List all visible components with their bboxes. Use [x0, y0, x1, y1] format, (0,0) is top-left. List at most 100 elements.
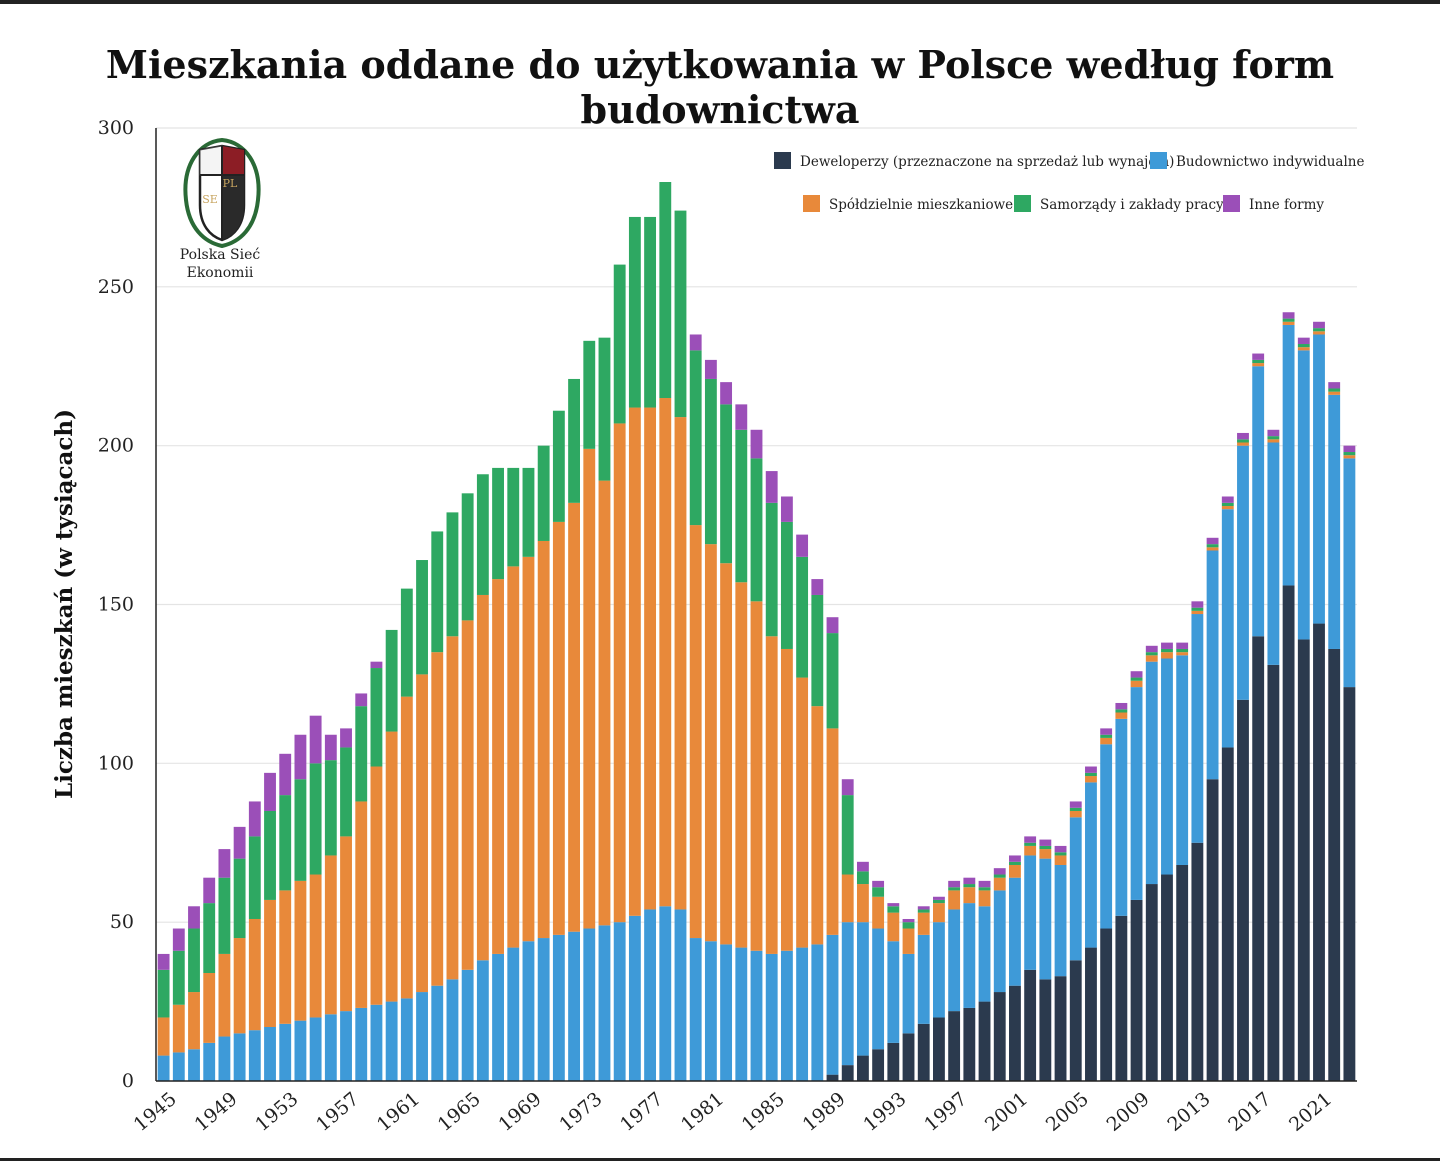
y-tick-labels: 0 50 100 150 200 250 300 — [98, 117, 134, 1092]
bar-1994-series-2 — [902, 928, 915, 954]
bar-1995-series-0 — [917, 1023, 930, 1081]
bar-1960-series-2 — [385, 731, 398, 1002]
bar-1951-series-2 — [248, 918, 261, 1031]
bar-1957-series-1 — [340, 1011, 352, 1081]
x-tick-label: 1985 — [738, 1088, 789, 1136]
bar-stack-1964 — [446, 512, 459, 1081]
bottom-border — [0, 1158, 1440, 1161]
x-tick-label: 2017 — [1224, 1088, 1275, 1136]
bar-1988-series-2 — [811, 706, 824, 945]
bar-2002-series-0 — [1024, 969, 1037, 1081]
bar-2016-series-3 — [1237, 439, 1249, 443]
bar-1995-series-1 — [917, 934, 930, 1024]
bar-1973-series-2 — [583, 448, 596, 929]
bar-stack-2013 — [1191, 601, 1204, 1081]
bar-1961-series-2 — [400, 696, 413, 999]
bar-2007-series-1 — [1100, 744, 1113, 929]
x-tick-label: 1969 — [494, 1088, 545, 1136]
x-tick-label: 1965 — [434, 1088, 485, 1136]
x-tick-label: 1957 — [312, 1088, 363, 1136]
bar-2001-series-2 — [1009, 864, 1021, 878]
bar-1997-series-1 — [948, 909, 961, 1012]
bar-stack-1966 — [476, 474, 489, 1081]
bar-1961-series-3 — [400, 588, 413, 697]
bar-stack-2008 — [1115, 702, 1128, 1081]
bar-2003-series-3 — [1039, 845, 1052, 850]
y-tick-label: 250 — [98, 276, 134, 298]
bar-1956-series-4 — [324, 734, 337, 761]
bar-2003-series-1 — [1039, 858, 1052, 980]
bar-1959-series-4 — [370, 661, 383, 669]
bar-1967-series-2 — [492, 579, 504, 954]
bar-stack-2020 — [1297, 337, 1310, 1081]
bar-1958-series-1 — [355, 1007, 368, 1081]
bar-1989-series-4 — [826, 617, 839, 634]
bar-2002-series-2 — [1024, 845, 1037, 856]
bar-1950-series-4 — [233, 826, 246, 859]
bar-1953-series-1 — [279, 1023, 292, 1081]
bar-1997-series-2 — [948, 890, 961, 910]
bar-2007-series-3 — [1100, 734, 1113, 738]
bar-stack-1947 — [188, 906, 200, 1081]
bar-1949-series-4 — [218, 849, 231, 878]
bar-2011-series-0 — [1161, 874, 1173, 1081]
bar-2009-series-2 — [1130, 680, 1143, 688]
bar-1997-series-0 — [948, 1011, 961, 1081]
bar-1963-series-1 — [431, 985, 444, 1081]
bar-stack-1969 — [522, 467, 535, 1081]
bar-2002-series-3 — [1024, 842, 1037, 846]
bar-1985-series-4 — [765, 471, 778, 503]
x-tick-label: 1973 — [555, 1088, 606, 1136]
bar-1991-series-2 — [856, 884, 869, 923]
bar-stack-1956 — [324, 734, 337, 1081]
y-tick-label: 50 — [110, 911, 134, 933]
bar-1957-series-3 — [340, 747, 352, 837]
bar-1993-series-1 — [887, 941, 900, 1043]
bar-1996-series-1 — [933, 922, 945, 1018]
polska-siec-ekonomii-logo: PL SE Polska Sieć Ekonomii — [180, 137, 261, 281]
bar-1988-series-4 — [811, 579, 824, 595]
bar-2000-series-3 — [993, 874, 1006, 878]
bar-1998-series-3 — [963, 884, 976, 888]
bar-1968-series-1 — [507, 947, 520, 1081]
bar-2021-series-0 — [1313, 623, 1325, 1081]
bar-1990-series-2 — [841, 874, 854, 923]
bar-2018-series-3 — [1267, 436, 1280, 440]
bar-stack-1978 — [659, 182, 672, 1081]
bar-1992-series-4 — [872, 880, 885, 888]
bar-2017-series-0 — [1252, 636, 1265, 1081]
bar-1949-series-3 — [218, 877, 231, 954]
bar-1988-series-3 — [811, 594, 824, 707]
bar-1997-series-3 — [948, 887, 961, 891]
bar-1996-series-0 — [933, 1017, 945, 1081]
bar-1984-series-3 — [750, 458, 763, 602]
bar-2009-series-1 — [1130, 687, 1143, 900]
bar-stack-1974 — [598, 337, 611, 1081]
bar-2004-series-4 — [1054, 845, 1067, 853]
bar-stack-2001 — [1009, 855, 1021, 1081]
bar-1979-series-3 — [674, 210, 687, 418]
bar-2016-series-0 — [1237, 699, 1249, 1081]
bar-stack-2010 — [1145, 645, 1158, 1081]
bar-1989-series-1 — [826, 934, 839, 1075]
bar-2020-series-2 — [1297, 347, 1310, 351]
x-tick-label: 1989 — [799, 1088, 850, 1136]
bar-1959-series-2 — [370, 766, 383, 1005]
bar-1963-series-3 — [431, 531, 444, 653]
legend-item-samorzady: Samorządy i zakłady pracy — [1014, 195, 1224, 213]
y-tick-label: 200 — [98, 435, 134, 457]
bar-stack-1980 — [689, 334, 702, 1081]
bar-stack-1952 — [264, 772, 276, 1081]
bar-stack-1987 — [796, 534, 809, 1081]
bar-1999-series-3 — [978, 887, 991, 891]
bar-1980-series-3 — [689, 350, 702, 526]
bar-1962-series-3 — [416, 560, 428, 675]
bar-stack-1976 — [628, 216, 641, 1081]
bar-1978-series-1 — [659, 906, 672, 1081]
bar-2020-series-4 — [1297, 337, 1310, 345]
bar-stack-1998 — [963, 877, 976, 1081]
bar-2016-series-4 — [1237, 432, 1249, 440]
bar-1977-series-3 — [644, 216, 657, 408]
bar-stack-1997 — [948, 880, 961, 1081]
x-tick-label: 1977 — [616, 1088, 667, 1136]
